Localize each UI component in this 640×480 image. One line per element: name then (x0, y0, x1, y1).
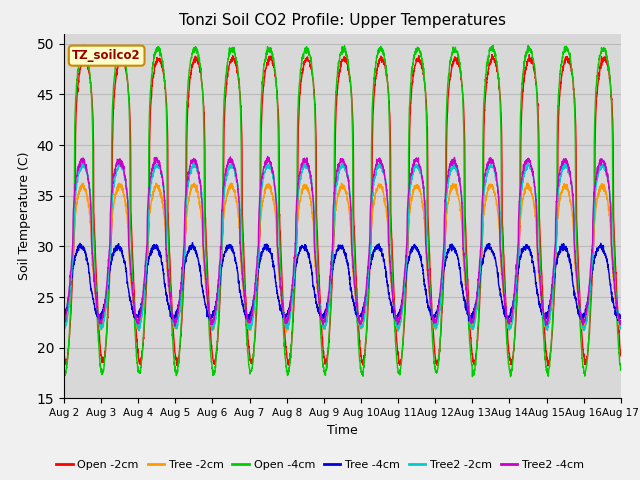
Legend: Open -2cm, Tree -2cm, Open -4cm, Tree -4cm, Tree2 -2cm, Tree2 -4cm: Open -2cm, Tree -2cm, Open -4cm, Tree -4… (52, 456, 588, 474)
Title: Tonzi Soil CO2 Profile: Upper Temperatures: Tonzi Soil CO2 Profile: Upper Temperatur… (179, 13, 506, 28)
Text: TZ_soilco2: TZ_soilco2 (72, 49, 141, 62)
X-axis label: Time: Time (327, 424, 358, 437)
Y-axis label: Soil Temperature (C): Soil Temperature (C) (18, 152, 31, 280)
